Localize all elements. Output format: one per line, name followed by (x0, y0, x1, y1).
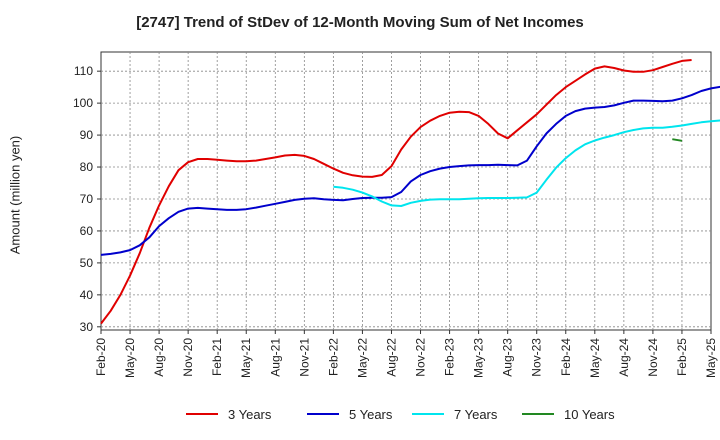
x-tick-label: May-21 (239, 338, 253, 378)
y-tick-label: 70 (80, 192, 94, 206)
legend-label: 3 Years (228, 406, 272, 422)
plot-frame (100, 51, 712, 331)
x-tick-label: Feb-22 (326, 338, 340, 376)
y-tick-label: 60 (80, 224, 94, 238)
legend-item: 5 Years (307, 404, 392, 424)
legend-item: 7 Years (412, 404, 497, 424)
x-tick-label: May-22 (355, 338, 369, 378)
x-tick-label: Feb-25 (675, 338, 689, 376)
legend: 3 Years 5 Years 7 Years 10 Years (0, 404, 720, 424)
x-tick-label: Aug-24 (617, 338, 631, 377)
y-tick-label: 90 (80, 128, 94, 142)
y-tick-label: 80 (80, 160, 94, 174)
legend-swatch (522, 413, 554, 415)
x-tick-label: Nov-24 (646, 338, 660, 377)
legend-swatch (412, 413, 444, 415)
x-tick-label: May-20 (123, 338, 137, 378)
series-line-3-years (100, 59, 692, 325)
legend-item: 10 Years (522, 404, 615, 424)
y-tick-label: 30 (80, 320, 94, 334)
x-tick-label: Aug-22 (384, 338, 398, 377)
y-tick-label: 100 (73, 96, 93, 110)
x-tick-label: Nov-20 (181, 338, 195, 377)
x-tick-label: Feb-20 (94, 338, 108, 376)
x-tick-label: Nov-21 (297, 338, 311, 377)
legend-swatch (307, 413, 339, 415)
y-tick-label: 40 (80, 288, 94, 302)
x-tick-label: May-24 (588, 338, 602, 378)
legend-label: 7 Years (454, 406, 498, 422)
x-tick-label: May-25 (704, 338, 718, 378)
x-tick-label: Nov-22 (414, 338, 428, 377)
x-tick-label: Feb-24 (559, 338, 573, 376)
series-line-5-years (100, 85, 720, 256)
chart-title: [2747] Trend of StDev of 12-Month Moving… (136, 14, 584, 31)
x-tick-label: Aug-21 (268, 338, 282, 377)
legend-swatch (186, 413, 218, 415)
x-tick-label: Feb-23 (443, 338, 457, 376)
x-tick-label: Nov-23 (530, 338, 544, 377)
x-tick-label: Aug-23 (501, 338, 515, 377)
x-tick-label: Aug-20 (152, 338, 166, 377)
y-tick-label: 110 (74, 64, 93, 78)
legend-item: 3 Years (186, 404, 271, 424)
plot-svg: 30 40 50 60 70 80 90 100 110 Feb-20 May-20 Aug-20 No… (73, 51, 720, 378)
legend-label: 10 Years (564, 406, 615, 422)
y-tick-label: 50 (80, 256, 94, 270)
legend-label: 5 Years (349, 406, 393, 422)
series-line-10-years (672, 138, 683, 142)
x-tick-label: May-23 (472, 338, 486, 378)
series-line-7-years (333, 119, 720, 207)
x-tick-label: Feb-21 (210, 338, 224, 376)
